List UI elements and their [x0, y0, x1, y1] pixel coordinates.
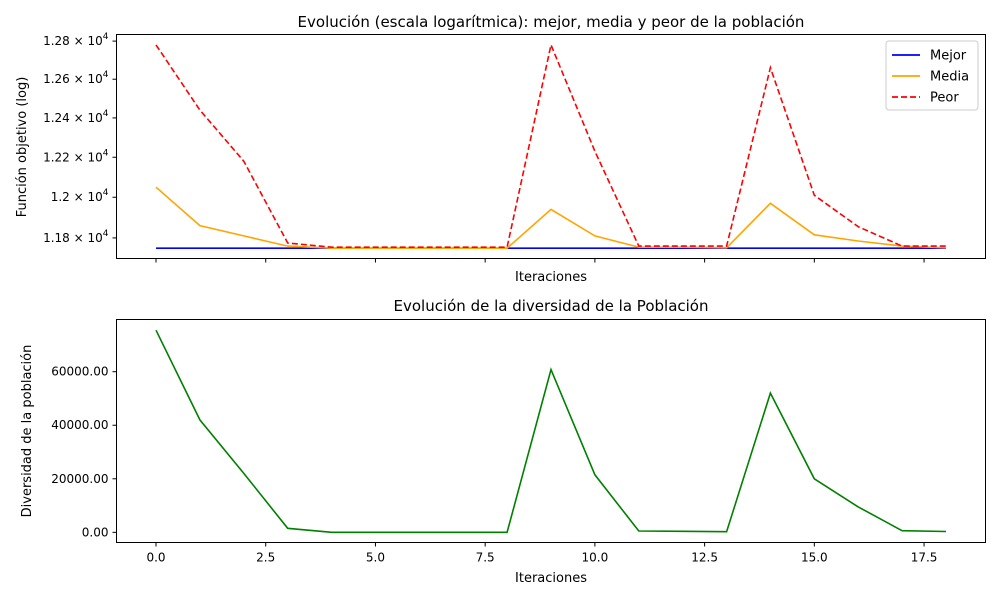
bottom-x-tick-label-3: 7.5	[476, 551, 495, 565]
legend-label-peor: Peor	[930, 91, 959, 106]
bottom-y-tick-label-3: 60000.00	[51, 365, 108, 379]
top-chart-title: Evolución (escala logarítmica): mejor, m…	[298, 13, 805, 31]
bottom-chart-xlabel: Iteraciones	[515, 571, 587, 586]
top-chart-xlabel: Iteraciones	[515, 270, 587, 285]
bottom-chart-ylabel: Diversidad de la población	[20, 345, 35, 518]
series-line-media	[155, 186, 947, 249]
top-chart: Evolución (escala logarítmica): mejor, m…	[15, 13, 986, 285]
bottom-x-tick-label-6: 15.0	[801, 551, 828, 565]
bottom-chart-title: Evolución de la diversidad de la Poblaci…	[394, 297, 709, 315]
legend-label-mejor: Mejor	[930, 49, 967, 64]
bottom-x-tick-label-0: 0.0	[146, 551, 165, 565]
top-chart-frame	[116, 34, 986, 259]
bottom-chart: Evolución de la diversidad de la Poblaci…	[20, 297, 986, 586]
series-line-peor	[155, 42, 946, 248]
top-y-tick-label-2: 1.22 × 104	[43, 148, 109, 164]
top-y-tick-label-5: 1.28 × 104	[43, 32, 109, 48]
bottom-y-tick-label-2: 40000.00	[51, 418, 108, 432]
bottom-x-tick-label-4: 10.0	[582, 551, 609, 565]
top-chart-ylabel: Función objetivo (log)	[15, 77, 30, 218]
bottom-x-tick-label-5: 12.5	[691, 551, 718, 565]
bottom-x-tick-label-7: 17.5	[911, 551, 938, 565]
legend-label-media: Media	[930, 70, 969, 85]
bottom-x-tick-label-2: 5.0	[366, 551, 385, 565]
legend-box	[885, 40, 979, 111]
bottom-chart-frame	[116, 319, 986, 543]
top-y-tick-label-3: 1.24 × 104	[43, 109, 109, 125]
top-y-tick-label-4: 1.26 × 104	[43, 70, 109, 86]
legend: Mejor Media Peor	[885, 40, 979, 111]
diversity-line	[155, 329, 947, 534]
bottom-y-tick-label-1: 20000.00	[51, 472, 108, 486]
bottom-x-tick-label-1: 2.5	[256, 551, 275, 565]
top-y-tick-label-1: 1.2 × 104	[51, 188, 109, 204]
bottom-y-tick-label-0: 0.00	[82, 525, 109, 539]
top-y-tick-label-0: 1.18 × 104	[43, 229, 109, 245]
